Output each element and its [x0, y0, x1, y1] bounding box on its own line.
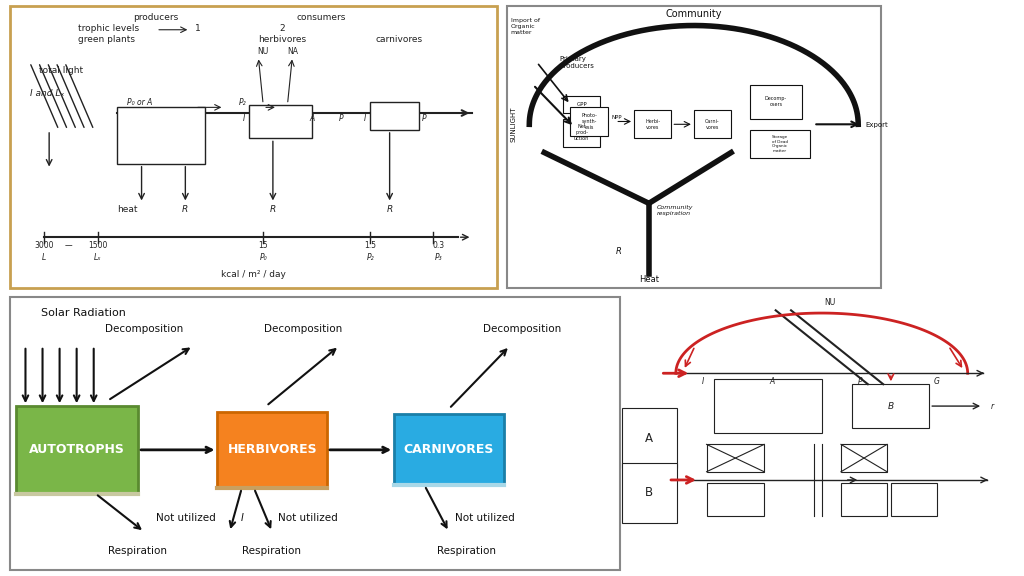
- Text: 3000: 3000: [35, 241, 54, 251]
- FancyBboxPatch shape: [841, 445, 887, 472]
- Text: A: A: [645, 431, 653, 445]
- FancyBboxPatch shape: [394, 414, 504, 486]
- Text: Primary
producers: Primary producers: [559, 56, 594, 69]
- FancyBboxPatch shape: [16, 406, 138, 494]
- Text: Net
prod-
uction: Net prod- uction: [574, 124, 589, 141]
- Text: A: A: [769, 377, 774, 386]
- Text: herbivores: herbivores: [259, 36, 306, 44]
- Text: Decomposition: Decomposition: [105, 324, 183, 334]
- Text: 1.5: 1.5: [365, 241, 376, 251]
- Text: Herbi-
vores: Herbi- vores: [645, 119, 660, 130]
- Text: Lₓ: Lₓ: [94, 253, 101, 262]
- Text: I: I: [701, 377, 703, 386]
- Text: Not utilized: Not utilized: [455, 513, 515, 523]
- Text: 2: 2: [280, 24, 286, 33]
- Text: P₂: P₂: [367, 253, 374, 262]
- Text: Decomp-
osers: Decomp- osers: [765, 96, 787, 107]
- Text: NPP: NPP: [611, 115, 623, 120]
- Text: P₀ or A: P₀ or A: [127, 97, 153, 107]
- Text: CARNIVORES: CARNIVORES: [403, 444, 495, 456]
- Text: Not utilized: Not utilized: [279, 513, 338, 523]
- Text: P: P: [421, 115, 426, 123]
- FancyBboxPatch shape: [371, 102, 419, 130]
- FancyBboxPatch shape: [750, 130, 810, 158]
- Text: NU: NU: [258, 47, 268, 56]
- FancyBboxPatch shape: [707, 445, 764, 472]
- FancyBboxPatch shape: [10, 297, 620, 570]
- Text: I: I: [647, 247, 650, 256]
- FancyBboxPatch shape: [852, 384, 930, 428]
- Text: B: B: [645, 486, 653, 499]
- Text: 0.3: 0.3: [432, 241, 444, 251]
- Text: Respiration: Respiration: [108, 546, 167, 556]
- Text: R: R: [616, 247, 622, 256]
- FancyBboxPatch shape: [563, 96, 600, 113]
- Text: trophic levels: trophic levels: [78, 24, 139, 33]
- FancyBboxPatch shape: [10, 6, 497, 288]
- FancyBboxPatch shape: [563, 119, 600, 147]
- Text: I: I: [365, 115, 367, 123]
- Text: B: B: [888, 401, 894, 411]
- Text: P₃: P₃: [434, 253, 442, 262]
- Text: I and Lₓ: I and Lₓ: [30, 89, 65, 98]
- Text: P: P: [339, 115, 343, 123]
- Text: total light: total light: [39, 66, 84, 75]
- Text: Heat: Heat: [639, 275, 658, 285]
- Text: consumers: consumers: [297, 13, 346, 22]
- Text: GPP: GPP: [577, 102, 587, 107]
- Text: AUTOTROPHS: AUTOTROPHS: [30, 444, 125, 456]
- Text: Import of
Organic
matter: Import of Organic matter: [511, 18, 540, 35]
- Text: r: r: [991, 402, 994, 411]
- Text: carnivores: carnivores: [376, 36, 423, 44]
- Text: —: —: [65, 241, 73, 251]
- Text: Community
respiration: Community respiration: [656, 205, 693, 215]
- FancyBboxPatch shape: [634, 110, 672, 138]
- Text: I: I: [241, 513, 244, 523]
- Text: 1500: 1500: [88, 241, 108, 251]
- Text: Respiration: Respiration: [242, 546, 301, 556]
- Text: I: I: [243, 115, 245, 123]
- Text: 15: 15: [258, 241, 268, 251]
- Text: Storage
of Dead
Organic
matter: Storage of Dead Organic matter: [772, 135, 787, 153]
- Text: Decomposition: Decomposition: [483, 324, 561, 334]
- Text: Photo-
synth-
esis: Photo- synth- esis: [582, 113, 597, 130]
- FancyBboxPatch shape: [707, 483, 764, 516]
- Text: P: P: [858, 377, 862, 386]
- FancyBboxPatch shape: [750, 85, 802, 119]
- Text: producers: producers: [133, 13, 179, 22]
- Text: heat: heat: [117, 205, 137, 214]
- Text: Community: Community: [666, 9, 722, 19]
- Text: P₀: P₀: [259, 253, 267, 262]
- Text: Respiration: Respiration: [436, 546, 496, 556]
- FancyBboxPatch shape: [249, 105, 311, 138]
- Text: Export: Export: [865, 122, 889, 128]
- FancyBboxPatch shape: [507, 6, 881, 288]
- Text: Decomposition: Decomposition: [263, 324, 342, 334]
- Text: R: R: [386, 205, 393, 214]
- Text: A: A: [309, 115, 314, 123]
- FancyBboxPatch shape: [217, 411, 327, 488]
- FancyBboxPatch shape: [715, 379, 821, 433]
- Text: Solar Radiation: Solar Radiation: [41, 308, 126, 318]
- Text: 1: 1: [195, 24, 201, 33]
- Text: HERBIVORES: HERBIVORES: [227, 444, 317, 456]
- FancyBboxPatch shape: [891, 483, 937, 516]
- Text: Not utilized: Not utilized: [157, 513, 216, 523]
- FancyBboxPatch shape: [570, 107, 608, 135]
- Text: kcal / m² / day: kcal / m² / day: [221, 270, 286, 279]
- Text: NU: NU: [824, 298, 835, 307]
- Text: SUNLIGHT: SUNLIGHT: [511, 107, 517, 142]
- Text: R: R: [182, 205, 188, 214]
- Text: Carni-
vores: Carni- vores: [706, 119, 720, 130]
- Text: P₂: P₂: [239, 97, 247, 107]
- FancyBboxPatch shape: [117, 107, 205, 164]
- Text: G: G: [934, 377, 940, 386]
- Text: green plants: green plants: [78, 36, 135, 44]
- Text: L: L: [42, 253, 46, 262]
- Text: R: R: [269, 205, 276, 214]
- FancyBboxPatch shape: [841, 483, 887, 516]
- FancyBboxPatch shape: [694, 110, 731, 138]
- Text: NA: NA: [287, 47, 298, 56]
